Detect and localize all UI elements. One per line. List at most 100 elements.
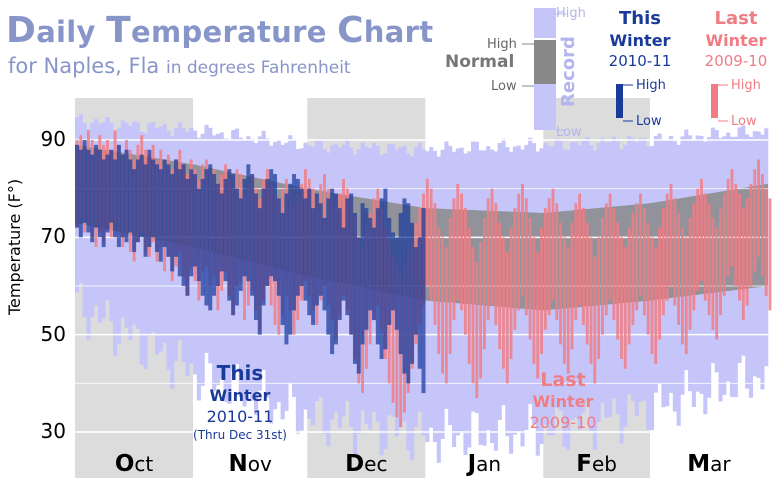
month-label-jan: Jan — [467, 451, 502, 477]
this-winter-bar — [234, 188, 239, 306]
this-winter-bar — [97, 149, 102, 238]
last-winter-bar — [597, 237, 601, 359]
this-winter-bar — [273, 174, 278, 282]
this-winter-bar — [231, 174, 236, 316]
last-winter-bar — [642, 208, 646, 316]
this-winter-bar — [417, 237, 422, 369]
last-winter-bar — [741, 208, 745, 321]
last-winter-bar — [475, 261, 479, 398]
y-tick-label: 50 — [40, 321, 66, 346]
last-winter-bar — [437, 227, 441, 355]
last-winter-bar — [692, 203, 696, 311]
last-winter-bar — [646, 222, 650, 335]
last-winter-bar — [764, 188, 768, 296]
this-winter-bar — [330, 188, 335, 355]
this-winter-bar — [391, 232, 396, 311]
last-winter-bar — [532, 237, 536, 364]
annot-last-winter-years: 2009-10 — [529, 413, 597, 432]
this-winter-bar — [166, 164, 171, 257]
this-winter-bar — [193, 174, 198, 267]
last-winter-bar — [715, 227, 719, 340]
this-winter-bar — [276, 198, 281, 296]
last-winter-bar — [753, 169, 757, 272]
this-winter-bar — [257, 208, 262, 335]
this-winter-bar — [250, 174, 255, 296]
last-winter-bar — [585, 222, 589, 345]
this-winter-bar — [284, 193, 289, 345]
this-winter-bar — [280, 213, 285, 325]
last-winter-bar — [658, 227, 662, 340]
last-winter-bar — [521, 183, 524, 296]
last-winter-bar — [768, 198, 772, 311]
this-winter-bar — [238, 198, 243, 291]
last-winter-bar — [479, 242, 483, 379]
last-winter-bar — [677, 213, 681, 325]
y-axis-label: Temperature (F°) — [5, 178, 24, 315]
month-label-mar: Mar — [687, 451, 731, 477]
last-winter-bar — [486, 198, 490, 321]
legend-this-winter-low: Low — [636, 114, 662, 129]
this-winter-bar — [364, 208, 369, 330]
legend-last-winter-line2: Winter — [705, 31, 767, 50]
last-winter-bar — [505, 251, 509, 384]
last-winter-bar — [650, 237, 654, 355]
last-winter-bar — [528, 217, 532, 340]
this-winter-bar — [337, 208, 342, 321]
this-winter-bar — [75, 144, 80, 228]
this-winter-bar — [372, 227, 377, 321]
this-winter-bar — [383, 188, 388, 350]
last-winter-bar — [448, 217, 452, 355]
this-winter-bar — [151, 159, 156, 238]
y-tick-label: 90 — [40, 127, 66, 151]
last-winter-bar — [452, 198, 456, 321]
this-winter-bar — [223, 178, 228, 282]
legend-last-winter-years: 2009-10 — [704, 52, 768, 70]
this-winter-bar — [402, 198, 407, 374]
this-winter-bar — [307, 188, 312, 316]
last-winter-bar — [570, 222, 574, 350]
this-winter-bar — [269, 169, 274, 277]
this-winter-bar — [326, 198, 331, 335]
legend-this-winter-line1: This — [619, 8, 661, 29]
this-winter-bar — [375, 208, 380, 345]
this-winter-bar — [109, 149, 114, 223]
this-winter-bar — [128, 159, 133, 233]
this-winter-bar — [82, 140, 87, 223]
this-winter-bar — [189, 169, 194, 277]
annot-this-winter-note: (Thru Dec 31st) — [193, 428, 287, 442]
this-winter-bar — [120, 154, 125, 238]
last-winter-bar — [429, 188, 433, 301]
this-winter-bar — [242, 178, 247, 277]
this-winter-bar — [94, 144, 99, 228]
annot-this-winter-line2: Winter — [209, 386, 271, 405]
last-winter-bar — [608, 193, 612, 301]
last-winter-bar — [700, 178, 703, 282]
y-tick-label: 70 — [40, 224, 66, 249]
record-label: Record — [558, 36, 579, 107]
this-winter-bar — [177, 169, 182, 277]
last-winter-bar — [524, 198, 528, 316]
annot-this-winter-line1: This — [216, 361, 264, 385]
this-winter-bar — [368, 217, 373, 311]
this-winter-bar — [406, 203, 411, 384]
legend-last-winter-line1: Last — [714, 8, 758, 29]
legend-record-swatch-bottom — [534, 84, 556, 130]
last-winter-bar — [502, 237, 505, 369]
this-winter-bar — [246, 164, 251, 282]
this-winter-bar — [333, 193, 338, 345]
last-winter-bar — [627, 227, 631, 345]
last-winter-bar — [669, 183, 673, 286]
this-winter-bar — [181, 164, 186, 286]
this-winter-bar — [185, 178, 190, 296]
this-winter-bar — [208, 164, 213, 311]
last-winter-bar — [444, 247, 448, 384]
last-winter-bar — [555, 203, 559, 321]
this-winter-bar — [113, 159, 118, 238]
last-winter-bar — [639, 193, 642, 296]
this-winter-bar — [349, 193, 354, 335]
last-winter-bar — [589, 237, 593, 364]
last-winter-bar — [566, 247, 570, 374]
last-winter-bar — [559, 222, 563, 345]
this-winter-bar — [265, 178, 270, 286]
annot-last-winter-line2: Winter — [532, 392, 594, 411]
